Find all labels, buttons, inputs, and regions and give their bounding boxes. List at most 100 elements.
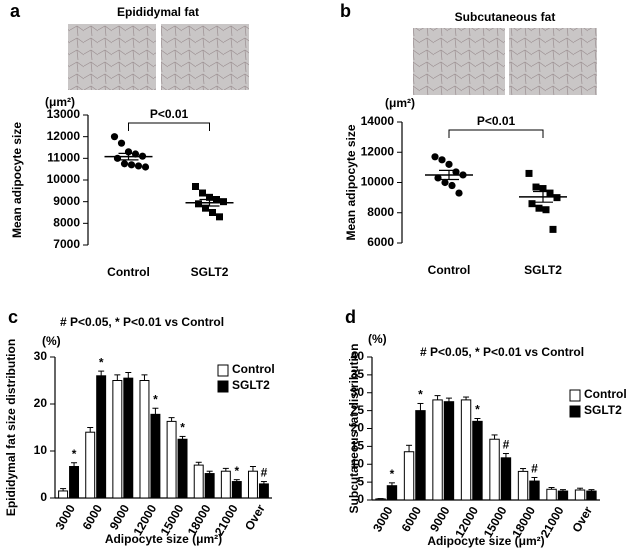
bar <box>85 431 96 499</box>
data-point <box>525 169 533 177</box>
x-tick-label: 3000 <box>370 504 396 534</box>
bracket <box>128 122 210 131</box>
y-tick-label: 6000 <box>367 235 394 249</box>
x-axis-label: Adipocyte size (μm²) <box>427 534 544 548</box>
legend-swatch <box>217 364 229 377</box>
y-tick-label: 14000 <box>361 114 395 128</box>
significance-marker: * <box>99 355 104 369</box>
data-point <box>546 189 554 197</box>
y-tick-label: 0 <box>40 490 47 504</box>
bar <box>58 490 69 499</box>
data-point <box>445 160 453 168</box>
bracket <box>448 129 544 138</box>
y-tick-label: 12000 <box>361 144 395 158</box>
bar <box>150 413 161 499</box>
bar <box>529 480 540 501</box>
data-point <box>535 204 543 212</box>
data-point <box>441 178 449 187</box>
bar <box>204 473 215 499</box>
bar <box>177 438 188 499</box>
panel-label: d <box>345 307 356 327</box>
chart-title: Epididymal fat <box>117 5 199 19</box>
bar <box>472 420 483 501</box>
data-point <box>206 193 213 201</box>
data-point <box>549 225 557 233</box>
y-axis-label: Mean adipocyte size <box>10 122 24 238</box>
significance-marker: # <box>261 466 268 480</box>
micrograph <box>68 24 156 90</box>
y-tick-label: 10000 <box>361 175 395 189</box>
y-tick-label: 7000 <box>53 237 80 251</box>
x-tick-label: SGLT2 <box>524 263 562 277</box>
y-tick-label: 30 <box>34 349 48 363</box>
y-tick-label: 13000 <box>47 107 81 121</box>
data-point <box>532 183 540 191</box>
bar <box>247 470 258 499</box>
data-point <box>542 206 550 214</box>
bar <box>112 380 123 499</box>
annotation: P<0.01 <box>150 107 189 121</box>
bar <box>375 498 386 501</box>
data-point <box>455 189 463 197</box>
bar <box>193 464 204 499</box>
legend-label: Control <box>584 387 627 401</box>
y-tick-label: 35 <box>351 367 365 381</box>
data-point <box>199 189 206 197</box>
x-tick-label: 9000 <box>427 504 453 534</box>
data-point <box>134 162 143 170</box>
x-axis-label: Adipocyte size (μm²) <box>105 532 222 546</box>
y-unit: (%) <box>42 334 61 348</box>
x-tick-label: 6000 <box>399 504 425 534</box>
significance-marker: * <box>475 403 480 417</box>
y-tick-label: 10000 <box>47 172 81 186</box>
x-tick-label: Control <box>107 265 150 279</box>
bar <box>386 485 398 501</box>
data-point <box>448 181 456 190</box>
data-point <box>202 204 209 212</box>
bar <box>403 451 415 501</box>
y-tick-label: 5 <box>357 474 364 488</box>
bar <box>123 377 134 499</box>
significance-marker: # <box>531 462 538 476</box>
y-tick-label: 20 <box>351 421 365 435</box>
data-point <box>131 150 140 158</box>
micrograph <box>161 24 249 90</box>
data-point <box>127 161 136 169</box>
bar <box>258 483 269 499</box>
x-tick-label: 9000 <box>107 502 133 532</box>
y-axis-label: Mean adipocyte size <box>344 124 358 240</box>
bar <box>139 380 150 499</box>
legend-swatch <box>569 405 581 418</box>
data-point <box>528 200 536 208</box>
y-tick-label: 20 <box>34 396 48 410</box>
significance-marker: * <box>153 392 158 406</box>
significance-marker: * <box>72 447 77 461</box>
y-tick-label: 10 <box>34 443 48 457</box>
x-tick-label: 3000 <box>52 502 78 532</box>
y-tick-label: 12000 <box>47 129 81 143</box>
bar <box>69 466 80 499</box>
micrograph <box>413 28 505 95</box>
x-tick-label: Over <box>242 502 268 533</box>
y-tick-label: 9000 <box>53 194 80 208</box>
data-point <box>110 133 119 141</box>
y-tick-label: 0 <box>357 492 364 506</box>
data-point <box>195 200 202 208</box>
bar <box>517 470 529 501</box>
micrograph <box>509 28 597 95</box>
panel-label: b <box>340 1 351 21</box>
bar <box>557 490 569 501</box>
bar <box>586 490 597 501</box>
x-tick-label: Over <box>569 504 595 535</box>
bar <box>220 470 231 499</box>
y-axis-label: Subcutaneous fat distribution <box>347 344 361 514</box>
legend-swatch <box>569 389 581 402</box>
significance-marker: * <box>234 464 239 478</box>
legend-label: Control <box>232 362 275 376</box>
note: # P<0.05, * P<0.01 vs Control <box>60 315 224 329</box>
y-tick-label: 40 <box>351 349 365 363</box>
bar <box>460 399 472 501</box>
bar <box>432 399 443 501</box>
annotation: P<0.01 <box>477 114 516 128</box>
